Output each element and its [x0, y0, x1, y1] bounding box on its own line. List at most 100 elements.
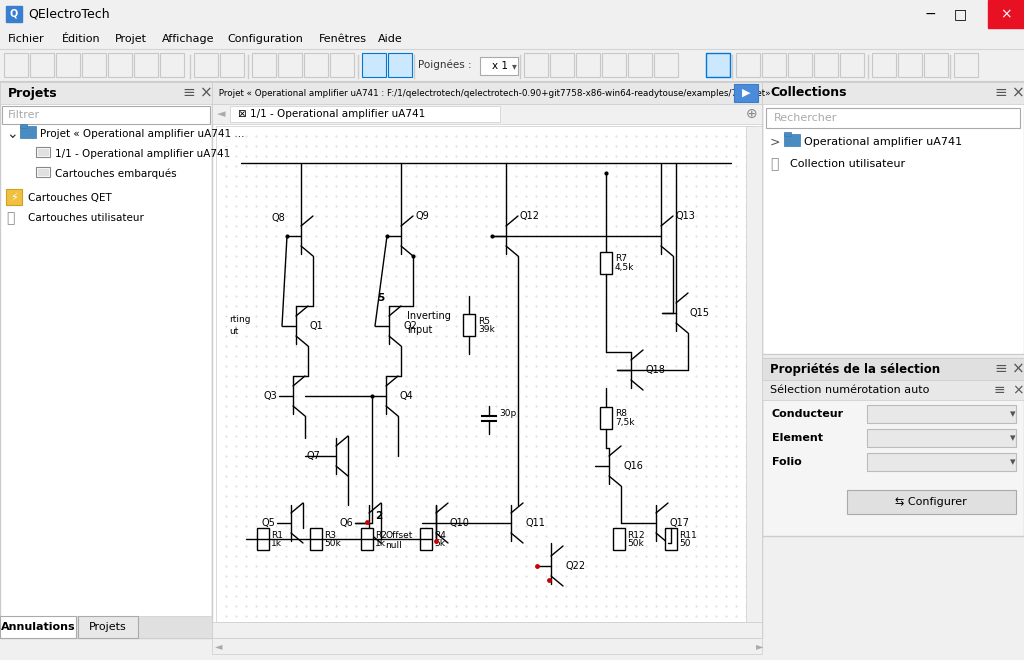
Bar — [480, 57, 518, 75]
Bar — [784, 132, 791, 136]
Text: Q16: Q16 — [623, 461, 643, 471]
Text: ▾: ▾ — [1010, 457, 1016, 467]
Text: ◄: ◄ — [215, 641, 222, 651]
Text: ×: × — [1012, 86, 1024, 100]
Text: □: □ — [953, 7, 967, 21]
Text: R7: R7 — [615, 254, 627, 263]
Text: Q12: Q12 — [520, 211, 540, 221]
Bar — [867, 429, 1016, 447]
Text: 50k: 50k — [324, 539, 341, 548]
Text: Collection utilisateur: Collection utilisateur — [790, 159, 905, 169]
Bar — [38, 169, 48, 175]
Text: ⊕: ⊕ — [746, 107, 758, 121]
Bar — [524, 53, 548, 77]
Text: Q3: Q3 — [263, 391, 278, 401]
Text: −: − — [925, 7, 936, 21]
Text: 50: 50 — [679, 539, 690, 548]
Bar — [36, 167, 50, 177]
Text: Rechercher: Rechercher — [774, 113, 838, 123]
Bar — [216, 126, 754, 622]
Text: Inverting: Inverting — [407, 311, 451, 321]
Text: Projet « Operational amplifier uA741 ...: Projet « Operational amplifier uA741 ... — [40, 129, 245, 139]
Text: R1: R1 — [271, 531, 283, 539]
Bar — [361, 528, 373, 550]
Text: ⚡: ⚡ — [10, 193, 17, 203]
Bar — [194, 53, 218, 77]
Text: ×: × — [1012, 362, 1024, 376]
Bar — [988, 0, 1024, 28]
Text: Q4: Q4 — [400, 391, 414, 401]
Text: 39k: 39k — [478, 325, 495, 335]
Bar — [924, 53, 948, 77]
Text: ▾: ▾ — [512, 61, 517, 71]
Bar — [872, 53, 896, 77]
Text: ►: ► — [756, 641, 764, 651]
Text: Cartouches QET: Cartouches QET — [28, 193, 112, 203]
Text: Q: Q — [10, 9, 18, 19]
Text: Q5: Q5 — [261, 518, 275, 528]
Text: Fenêtres: Fenêtres — [318, 34, 367, 44]
Bar — [304, 53, 328, 77]
Bar — [847, 490, 1016, 514]
Bar — [654, 53, 678, 77]
Text: Sélection numérotation auto: Sélection numérotation auto — [770, 385, 930, 395]
Text: Q17: Q17 — [670, 518, 690, 528]
Text: 50k: 50k — [627, 539, 644, 548]
Bar — [867, 453, 1016, 471]
Bar — [30, 53, 54, 77]
Text: 5k: 5k — [434, 539, 445, 548]
Text: Element: Element — [772, 433, 823, 443]
Text: ×: × — [200, 86, 213, 100]
Text: 1k: 1k — [375, 539, 386, 548]
Text: ut: ut — [229, 327, 239, 337]
Text: Q7: Q7 — [306, 451, 319, 461]
Text: R12: R12 — [627, 531, 645, 539]
Bar — [0, 0, 1024, 28]
Bar — [600, 251, 612, 273]
Bar — [736, 53, 760, 77]
Text: Q18: Q18 — [645, 365, 665, 375]
Text: Conducteur: Conducteur — [772, 409, 844, 419]
Text: ×: × — [1000, 7, 1012, 21]
Bar — [954, 53, 978, 77]
Text: R4: R4 — [434, 531, 445, 539]
Text: x 1: x 1 — [492, 61, 508, 71]
Text: ▾: ▾ — [1010, 409, 1016, 419]
Bar — [0, 616, 76, 638]
Bar — [82, 53, 106, 77]
Text: Fichier: Fichier — [8, 34, 45, 44]
Text: ⊠ 1/1 - Operational amplifier uA741: ⊠ 1/1 - Operational amplifier uA741 — [238, 109, 425, 119]
Text: Configuration: Configuration — [227, 34, 304, 44]
Bar — [252, 53, 276, 77]
Text: ⌄: ⌄ — [6, 127, 17, 141]
Bar — [330, 53, 354, 77]
Text: ⇆ Configurer: ⇆ Configurer — [895, 497, 967, 507]
Text: R2: R2 — [375, 531, 387, 539]
Text: R3: R3 — [324, 531, 336, 539]
Text: input: input — [407, 325, 432, 335]
Text: 7,5k: 7,5k — [615, 418, 635, 428]
Text: 2: 2 — [375, 511, 382, 521]
Bar — [220, 53, 244, 77]
Bar — [160, 53, 184, 77]
Text: R8: R8 — [615, 409, 627, 418]
Bar — [762, 53, 786, 77]
Bar — [420, 528, 432, 550]
Text: ▾: ▾ — [1010, 433, 1016, 443]
Text: Q2: Q2 — [403, 321, 417, 331]
Text: ≡: ≡ — [994, 362, 1007, 376]
Bar — [600, 407, 612, 429]
Bar — [6, 189, 22, 205]
Text: 5: 5 — [377, 293, 384, 303]
Bar — [788, 53, 812, 77]
Text: Q15: Q15 — [690, 308, 710, 318]
Bar — [212, 82, 762, 638]
Text: 1k: 1k — [271, 539, 282, 548]
Bar — [628, 53, 652, 77]
Bar — [602, 53, 626, 77]
Bar — [2, 106, 210, 124]
Bar — [212, 622, 762, 638]
Bar — [746, 126, 762, 622]
Bar — [766, 108, 1020, 128]
Text: Projets: Projets — [8, 86, 57, 100]
